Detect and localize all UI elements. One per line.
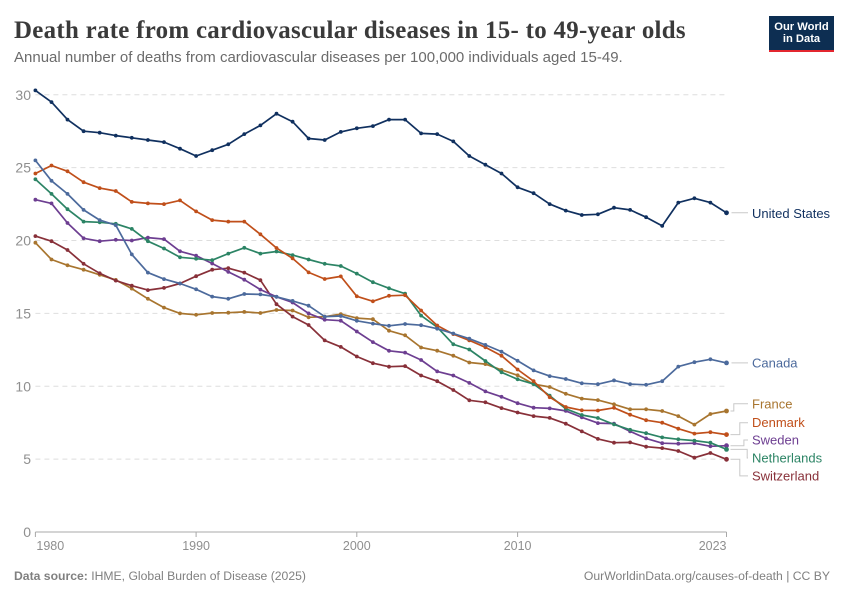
svg-text:United States: United States bbox=[752, 206, 831, 221]
svg-text:2010: 2010 bbox=[504, 539, 532, 553]
svg-text:10: 10 bbox=[15, 378, 31, 394]
svg-text:Denmark: Denmark bbox=[752, 415, 805, 430]
svg-text:25: 25 bbox=[15, 160, 31, 176]
svg-text:Sweden: Sweden bbox=[752, 433, 799, 448]
svg-text:20: 20 bbox=[15, 233, 31, 249]
svg-text:2000: 2000 bbox=[343, 539, 371, 553]
svg-text:30: 30 bbox=[15, 87, 31, 103]
svg-text:5: 5 bbox=[23, 451, 31, 467]
svg-text:Netherlands: Netherlands bbox=[752, 451, 823, 466]
svg-text:1990: 1990 bbox=[182, 539, 210, 553]
svg-text:2023: 2023 bbox=[699, 539, 727, 553]
svg-text:0: 0 bbox=[23, 524, 31, 540]
svg-text:15: 15 bbox=[15, 305, 31, 321]
svg-text:1980: 1980 bbox=[36, 539, 64, 553]
svg-text:France: France bbox=[752, 396, 792, 411]
svg-text:Switzerland: Switzerland bbox=[752, 468, 819, 483]
svg-text:Canada: Canada bbox=[752, 356, 798, 371]
